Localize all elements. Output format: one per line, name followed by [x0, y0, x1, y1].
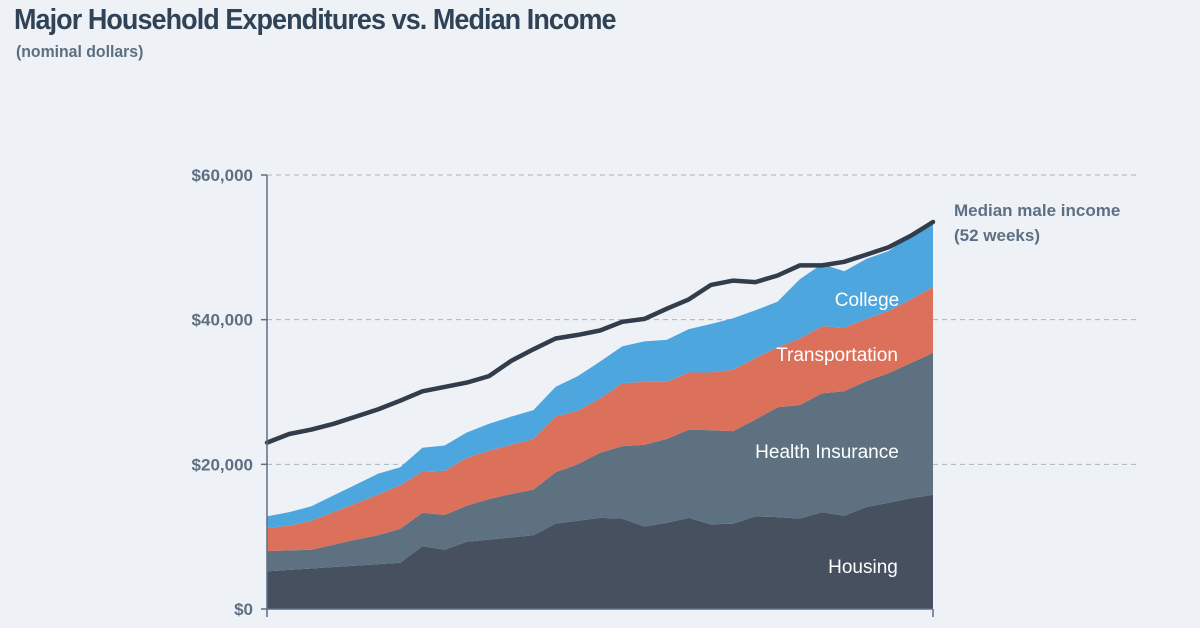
series-labels: College Transportation Health Insurance …: [755, 201, 1120, 578]
area-transportation: [267, 287, 933, 552]
series-label-health-insurance: Health Insurance: [755, 442, 899, 463]
series-label-transportation: Transportation: [776, 345, 898, 366]
series-label-housing: Housing: [828, 557, 898, 578]
y-tick-label: $0: [234, 600, 253, 619]
income-label-line2: (52 weeks): [954, 226, 1040, 245]
y-tick-label: $40,000: [192, 311, 253, 330]
y-tick-label: $60,000: [192, 166, 253, 185]
area-housing: [267, 494, 933, 609]
area-college: [267, 224, 933, 528]
median-income-line: [264, 219, 936, 445]
series-label-college: College: [835, 290, 899, 311]
chart-title: Major Household Expenditures vs. Median …: [14, 4, 617, 36]
axes: $0 $20,000 $40,000 $60,000: [192, 166, 934, 619]
y-tick-label: $20,000: [192, 455, 253, 474]
series-areas: [267, 224, 933, 609]
chart-subtitle: (nominal dollars): [16, 42, 144, 61]
income-label-line1: Median male income: [954, 201, 1120, 220]
area-health-insurance: [267, 352, 933, 572]
income-line-group: [264, 219, 936, 445]
